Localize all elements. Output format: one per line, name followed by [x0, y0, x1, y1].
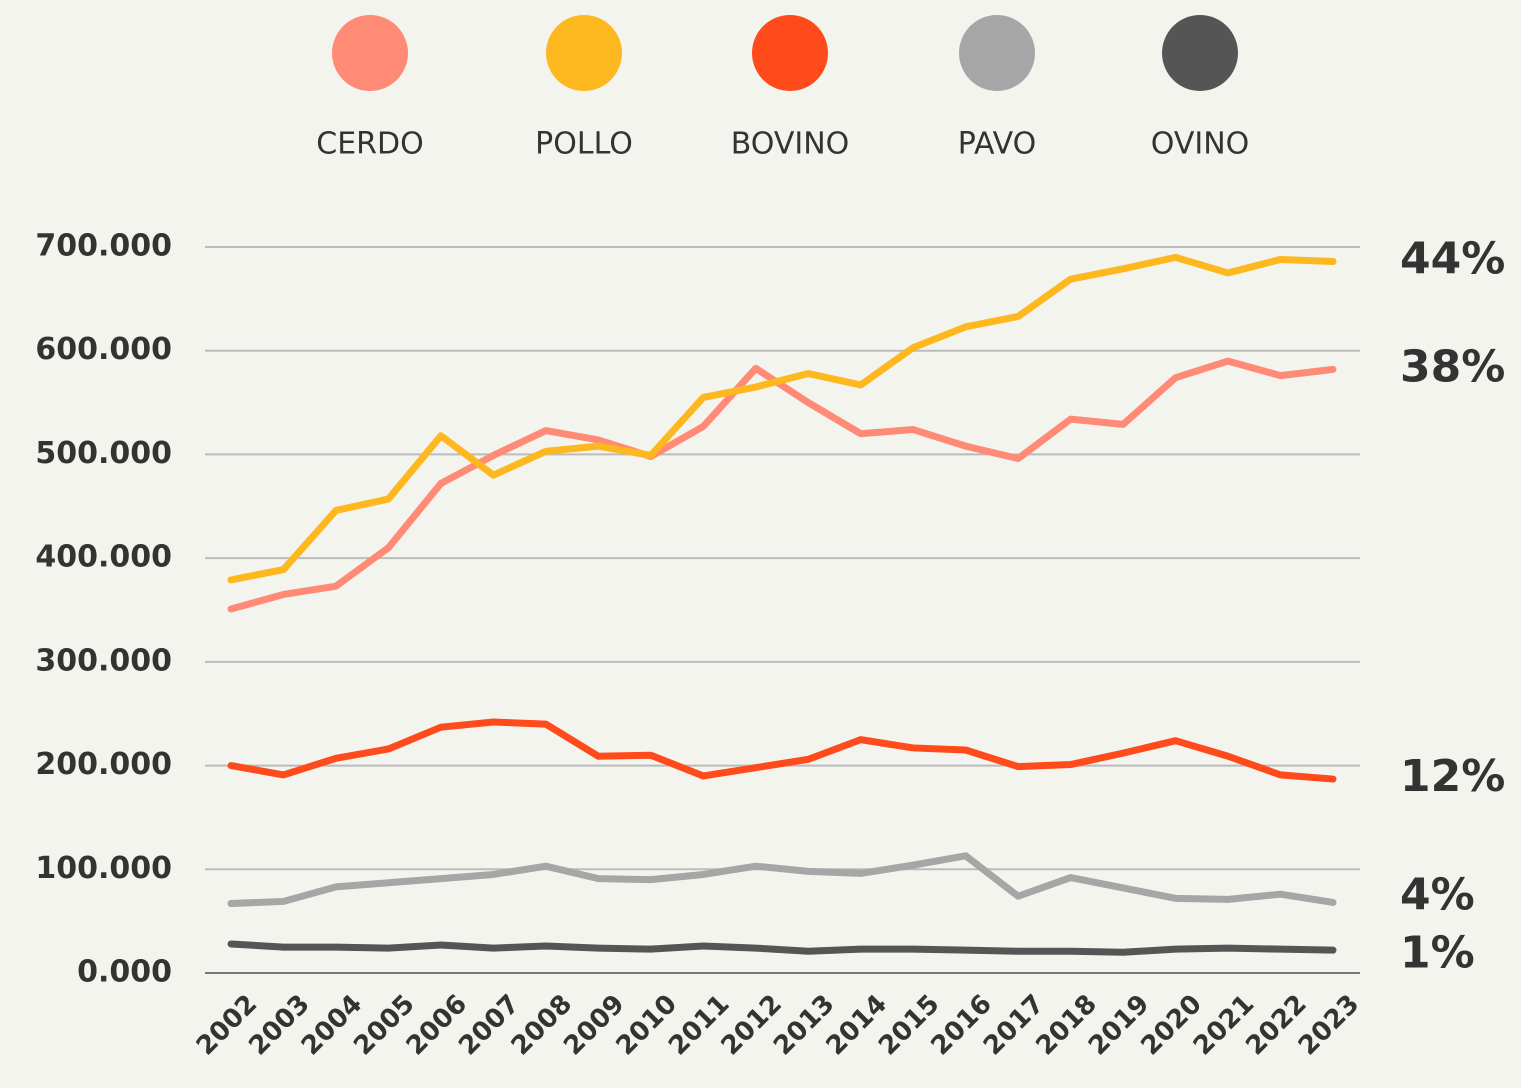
line	[227, 718, 1337, 783]
line	[227, 357, 1337, 613]
y-tick-label: 700.000	[35, 229, 172, 264]
end-label: 38%	[1400, 341, 1505, 392]
legend-marker	[959, 15, 1035, 91]
end-label: 1%	[1400, 927, 1475, 978]
legend-marker	[752, 15, 828, 91]
legend-marker	[1162, 15, 1238, 91]
line	[227, 852, 1337, 908]
y-tick-label: 300.000	[35, 643, 172, 678]
legend-label: POLLO	[535, 127, 633, 162]
legend-label: CERDO	[316, 127, 423, 162]
y-tick-label: 200.000	[35, 747, 172, 782]
line	[227, 253, 1337, 584]
legend-label: BOVINO	[731, 127, 850, 162]
end-label: 44%	[1400, 234, 1505, 285]
legend-marker	[332, 15, 408, 91]
x-tick-label: 2023	[1293, 989, 1365, 1061]
line	[227, 940, 1337, 956]
y-tick-label: 500.000	[35, 436, 172, 471]
end-label: 12%	[1400, 751, 1505, 802]
legend-marker	[546, 15, 622, 91]
y-tick-label: 400.000	[35, 540, 172, 575]
y-tick-label: 0.000	[77, 955, 172, 990]
legend-label: PAVO	[958, 127, 1036, 162]
y-tick-label: 600.000	[35, 332, 172, 367]
end-label: 4%	[1400, 869, 1475, 920]
legend-label: OVINO	[1151, 127, 1250, 162]
y-tick-label: 100.000	[35, 851, 172, 886]
